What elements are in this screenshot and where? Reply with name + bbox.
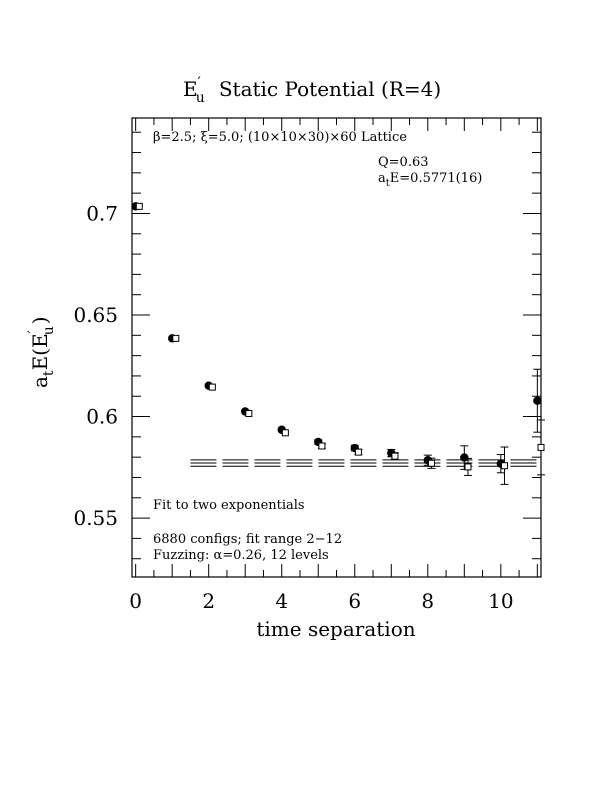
data-point-square xyxy=(391,452,399,460)
data-point-circle xyxy=(533,396,542,405)
y-tick-label: 0.6 xyxy=(86,405,118,429)
data-point-square xyxy=(354,448,362,456)
x-tick-label: 6 xyxy=(348,589,361,613)
y-tick-label: 0.7 xyxy=(86,201,118,225)
data-point-square xyxy=(172,334,180,342)
data-point-square xyxy=(245,410,253,418)
data-point-square xyxy=(135,202,143,210)
fit-method-annotation: Fit to two exponentials xyxy=(153,498,305,513)
fit-band xyxy=(190,459,541,467)
data-point-square xyxy=(500,462,508,470)
lattice-annotation: β=2.5; ξ=5.0; (10×10×30)×60 Lattice xyxy=(153,130,407,145)
data-point-square xyxy=(208,383,216,391)
x-tick-label: 2 xyxy=(202,589,215,613)
fuzzing-annotation: Fuzzing: α=0.26, 12 levels xyxy=(153,548,329,563)
fit-value-annotation: atE=0.5771(16) xyxy=(378,171,482,189)
data-point-square xyxy=(537,443,545,451)
y-tick-label: 0.65 xyxy=(73,303,118,327)
axis-ticks xyxy=(132,118,541,577)
x-tick-label: 4 xyxy=(275,589,288,613)
data-point-square xyxy=(464,463,472,471)
x-tick-label: 0 xyxy=(129,589,142,613)
y-axis-label: atE(E′u) xyxy=(26,316,57,388)
data-point-circle xyxy=(460,453,469,462)
chart-title: E′ u Static Potential (R=4) xyxy=(183,75,441,106)
x-tick-label: 10 xyxy=(488,589,513,613)
q-annotation: Q=0.63 xyxy=(378,155,429,170)
data-point-square xyxy=(427,459,435,467)
y-tick-label: 0.55 xyxy=(73,506,118,530)
data-point-square xyxy=(318,442,326,450)
data-points xyxy=(131,202,545,485)
x-axis-label: time separation xyxy=(256,617,415,641)
data-point-square xyxy=(281,429,289,437)
x-tick-label: 8 xyxy=(421,589,434,613)
configs-annotation: 6880 configs; fit range 2−12 xyxy=(153,532,342,547)
axis-tick-labels: 0 2 4 6 8 10 0.55 0.6 0.65 0.7 xyxy=(73,201,513,613)
